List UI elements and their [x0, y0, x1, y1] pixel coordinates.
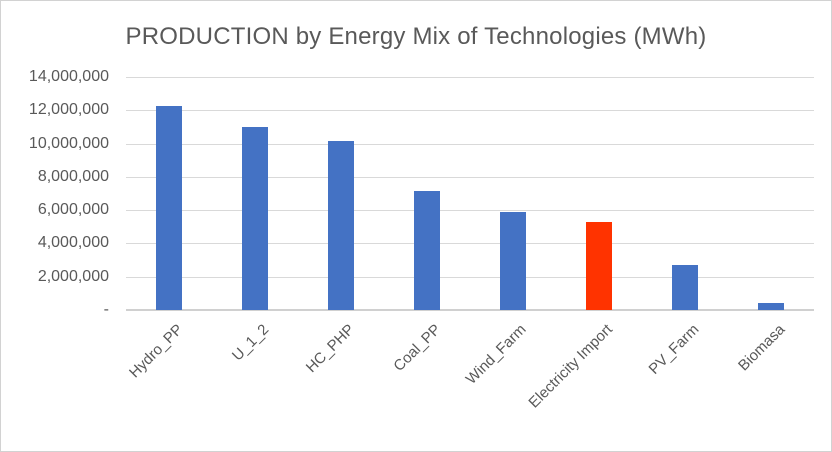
- bar-wind-farm[interactable]: [500, 211, 526, 310]
- bars-series: [126, 77, 814, 310]
- gridline: [126, 77, 814, 78]
- y-tick-label: 14,000,000: [28, 68, 109, 85]
- y-tick-label: -: [103, 301, 109, 318]
- bar-slot-u-1-2: [212, 77, 298, 310]
- x-tick-label-pv-farm: PV_Farm: [645, 321, 703, 378]
- gridline: [126, 243, 814, 245]
- x-tick-label-hc-php: HC_PHP: [302, 321, 359, 377]
- y-tick-label: 10,000,000: [28, 134, 109, 152]
- x-tick-label-biomasa: Biomasa: [734, 321, 789, 375]
- bar-slot-hydro-pp: [126, 77, 212, 310]
- gridline: [126, 176, 814, 178]
- x-axis-line: [126, 309, 814, 311]
- bar-biomasa[interactable]: [758, 303, 784, 310]
- bar-slot-biomasa: [728, 77, 814, 310]
- bar-slot-electricity-import: [556, 77, 642, 310]
- x-tick-label-coal-pp: Coal_PP: [390, 321, 445, 375]
- bar-slot-pv-farm: [642, 77, 728, 310]
- y-tick-label: 4,000,000: [37, 234, 109, 252]
- chart-title: PRODUCTION by Energy Mix of Technologies…: [125, 23, 707, 50]
- y-tick-label: 2,000,000: [37, 267, 109, 285]
- x-axis: Hydro_PP U_1_2 HC_PHP Coal_PP Wind_Farm Elect…: [126, 321, 814, 446]
- bar-electricity-import[interactable]: [586, 221, 612, 310]
- y-tick-label: 6,000,000: [37, 201, 109, 219]
- gridline: [126, 110, 814, 112]
- bar-hydro-pp[interactable]: [156, 106, 182, 310]
- y-tick-label: 8,000,000: [37, 167, 109, 185]
- x-tick-label-hydro-pp: Hydro_PP: [125, 321, 187, 382]
- bar-pv-farm[interactable]: [672, 265, 698, 310]
- bar-coal-pp[interactable]: [414, 191, 440, 310]
- bar-slot-hc-php: [298, 77, 384, 310]
- gridline: [126, 143, 814, 145]
- gridline: [126, 276, 814, 278]
- bar-u-1-2[interactable]: [242, 126, 268, 310]
- x-tick-label-u-1-2: U_1_2: [228, 321, 273, 365]
- gridline: [126, 210, 814, 212]
- x-tick-label-electricity-import: Electricity Import: [525, 321, 617, 412]
- bar-slot-coal-pp: [384, 77, 470, 310]
- y-axis: 14,000,000 12,000,000 10,000,000 8,000,000 6…: [1, 69, 109, 318]
- y-tick-label: 12,000,000: [28, 101, 109, 119]
- plot-area: [126, 77, 814, 311]
- bar-slot-wind-farm: [470, 77, 556, 310]
- x-tick-label-wind-farm: Wind_Farm: [463, 321, 531, 388]
- bar-hc-php[interactable]: [328, 141, 354, 310]
